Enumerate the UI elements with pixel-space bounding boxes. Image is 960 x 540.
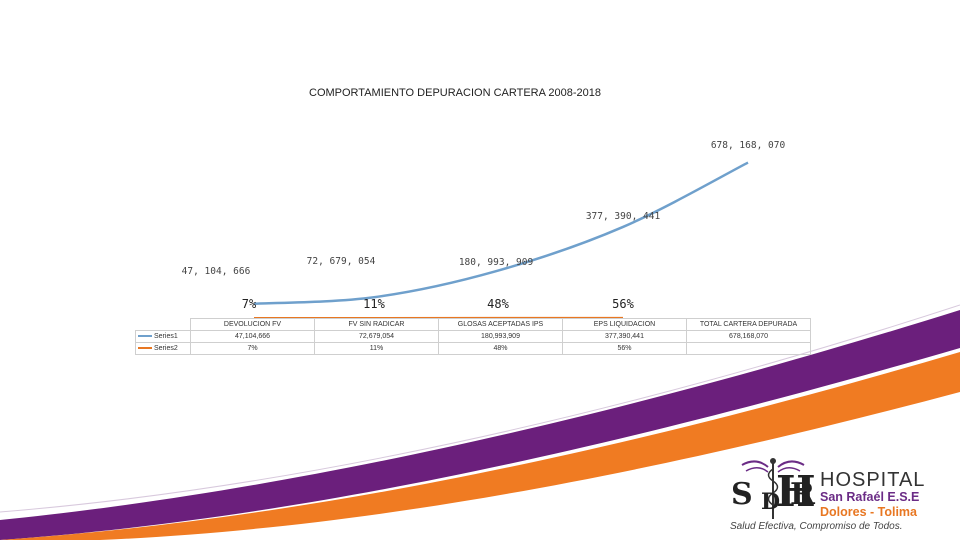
series1-data-label: 377, 390, 441 — [585, 211, 661, 222]
series2-data-label: 48% — [487, 297, 509, 311]
table-cell: 180,993,909 — [438, 330, 563, 343]
series2-data-label: 7% — [241, 297, 257, 311]
table-row: Series1 47,104,666 72,679,054 180,993,90… — [135, 330, 811, 343]
series1-legend-key — [138, 335, 152, 338]
caduceus-emblem-icon — [741, 458, 805, 519]
logo-location: Dolores - Tolima — [820, 505, 918, 519]
series1-layer — [253, 161, 749, 305]
purple-band — [0, 310, 960, 540]
series1-data-label: 72, 679, 054 — [306, 256, 376, 267]
table-cell: 72,679,054 — [314, 330, 439, 343]
logo-letter-h: H — [776, 467, 816, 516]
table-row: Series2 7% 11% 48% 56% — [135, 342, 811, 355]
category-label: DEVOLUCION FV — [190, 318, 315, 331]
category-label: TOTAL CARTERA DEPURADA — [686, 318, 811, 331]
logo-letter-d: D — [761, 489, 781, 515]
table-cell — [686, 342, 811, 355]
table-cell: 48% — [438, 342, 563, 355]
series2-data-label: 11% — [363, 297, 385, 311]
table-header-row: DEVOLUCION FV FV SIN RADICAR GLOSAS ACEP… — [136, 318, 811, 331]
series1-data-label: 47, 104, 666 — [181, 266, 251, 277]
logo-letter-s: S — [731, 477, 753, 512]
chart-data-table: DEVOLUCION FV FV SIN RADICAR GLOSAS ACEP… — [135, 318, 811, 355]
hospital-logo: S D H R HOSPITAL San Rafaél E.S.E Dolore… — [728, 455, 953, 537]
series2-legend-key — [138, 347, 152, 350]
chart-title: COMPORTAMIENTO DEPURACION CARTERA 2008-2… — [309, 87, 601, 99]
legend-series1: Series1 — [135, 330, 191, 343]
table-cell: 377,390,441 — [562, 330, 687, 343]
logo-hospital-text: HOSPITAL — [820, 469, 926, 491]
table-cell: 7% — [190, 342, 315, 355]
table-cell: 678,168,070 — [686, 330, 811, 343]
curve-accent-line — [0, 304, 960, 513]
legend-label: Series1 — [154, 333, 178, 340]
legend-series2: Series2 — [135, 342, 191, 355]
series1-line — [253, 161, 749, 305]
series1-data-label: 180, 993, 909 — [458, 257, 534, 268]
series2-data-label: 56% — [612, 297, 634, 311]
series1-data-label: 678, 168, 070 — [710, 140, 786, 151]
table-cell: 56% — [562, 342, 687, 355]
legend-label: Series2 — [154, 345, 178, 352]
category-label: FV SIN RADICAR — [314, 318, 439, 331]
category-label: EPS LIQUIDACION — [562, 318, 687, 331]
logo-letter-r: R — [790, 477, 815, 512]
table-cell: 11% — [314, 342, 439, 355]
logo-hospital-name: San Rafaél E.S.E — [820, 490, 920, 504]
table-cell: 47,104,666 — [190, 330, 315, 343]
logo-slogan: Salud Efectiva, Compromiso de Todos. — [730, 521, 903, 532]
category-label: GLOSAS ACEPTADAS IPS — [438, 318, 563, 331]
